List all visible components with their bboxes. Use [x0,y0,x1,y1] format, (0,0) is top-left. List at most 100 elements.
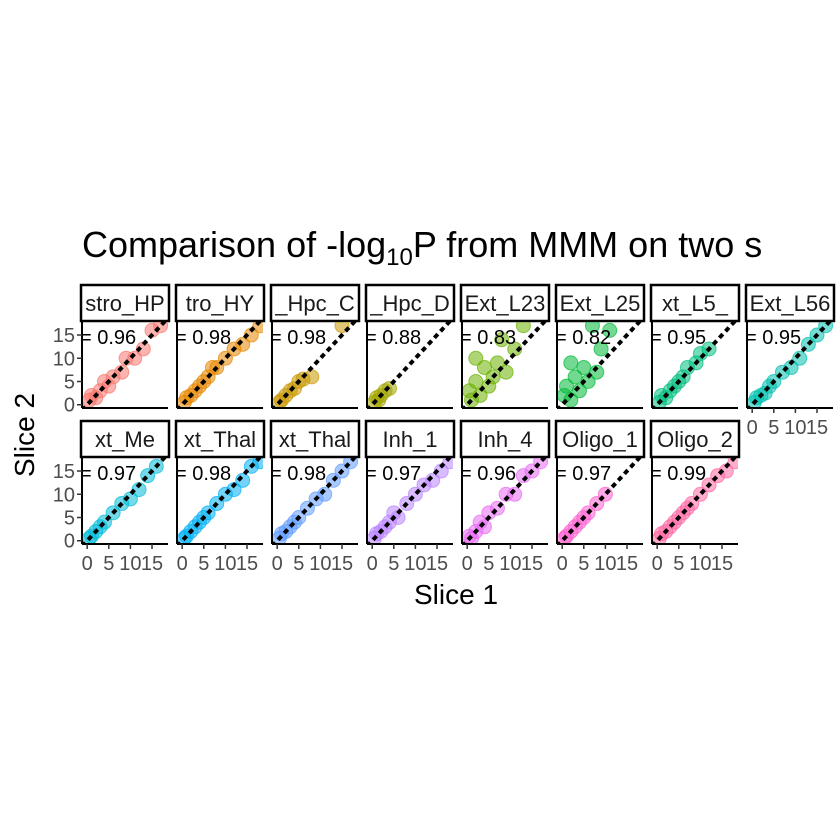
strip: Ext_L23 [465,291,546,316]
x-tick-label: 0 [177,553,188,575]
strip-box [364,283,456,323]
x-axis-label: Slice 1 [414,579,498,610]
x-tick-label: 15 [426,553,448,575]
x-tick-label: 5 [578,553,589,575]
facet: Ext_L56 = 0.95 0 5 10 15 [744,283,836,439]
strip-box [269,419,361,459]
annotation: = 0.98 [175,327,231,349]
strip-label: xt_Thal [279,427,351,452]
x-tick-label: 0 [367,553,378,575]
annotation: = 0.98 [270,327,326,349]
x-tick-label: 10 [214,553,236,575]
reference-line [366,322,452,408]
facet: Inh_4 = 0.96 0 5 10 15 [459,419,551,575]
x-tick-label: 15 [331,553,353,575]
strip-box [79,283,171,323]
facet: xt_Thal = 0.98 0 5 10 15 [174,419,266,575]
annotation: = 0.98 [175,463,231,485]
x-tick-label: 0 [272,553,283,575]
strip-box [79,419,171,459]
annotation: = 0.95 [745,327,801,349]
point [468,350,484,366]
facet: Ext_L23 = 0.83 [459,283,551,409]
strip-label: tro_HY [186,291,255,316]
strip-box [649,419,741,459]
point [476,519,492,535]
panel: = 0.98 [270,322,357,408]
y-tick-label: 0 [64,531,75,553]
point [468,374,484,390]
point [563,355,579,371]
strip-box [174,283,266,323]
reference-line [461,322,547,408]
point [792,350,808,366]
strip: tro_HY [186,291,255,316]
x-tick-label: 5 [483,553,494,575]
facet: xt_L5_ = 0.95 [649,283,741,409]
facet: xt_Thal = 0.98 0 5 10 15 [269,419,361,575]
strip-label: xt_Me [95,427,155,452]
strip-box [459,419,551,459]
point [727,458,738,470]
x-tick-label: 15 [521,553,543,575]
annotation: = 0.97 [80,463,136,485]
strip-box [459,283,551,323]
reference-line [176,322,262,408]
x-tick-label: 10 [499,553,521,575]
x-tick-label: 0 [462,553,473,575]
x-tick-label: 0 [557,553,568,575]
panel: = 0.95 [745,322,833,408]
annotation: = 0.88 [365,327,421,349]
strip-box [364,419,456,459]
reference-line [556,322,642,408]
x-tick-label: 10 [689,553,711,575]
y-tick-label: 5 [64,372,75,394]
strip: xt_Thal [184,427,256,452]
strip-label: Ext_L56 [750,291,831,316]
annotation: = 0.96 [80,327,136,349]
strip-label: xt_Thal [184,427,256,452]
panel: = 0.88 [365,322,452,408]
point [584,322,600,334]
point [602,322,618,338]
x-tick-label: 5 [388,553,399,575]
annotation: = 0.82 [555,327,611,349]
title-part: Comparison of -log [82,224,386,265]
point [317,486,333,502]
x-tick-label: 15 [711,553,733,575]
strip: _Hpc_C [274,291,355,316]
annotation: = 0.83 [460,327,516,349]
panel: = 0.98 [175,322,263,408]
reference-line [176,458,262,544]
x-tick-label: 15 [806,417,828,439]
point [494,332,510,348]
strip: _Hpc_D [369,291,449,316]
point [442,458,453,470]
annotation: = 0.96 [460,463,516,485]
point [235,472,251,488]
x-tick-label: 10 [784,417,806,439]
strip-label: xt_L5_ [662,291,729,316]
panel: = 0.97 [365,458,453,544]
x-tick-label: 10 [404,553,426,575]
x-tick-label: 5 [673,553,684,575]
x-tick-label: 15 [616,553,638,575]
x-tick-label: 0 [82,553,93,575]
strip: Oligo_1 [562,427,638,452]
strip-box [744,283,836,323]
point [576,360,592,376]
panel: = 0.82 [555,322,642,408]
point [252,322,263,334]
strip: Inh_4 [477,427,532,452]
x-tick-label: 10 [309,553,331,575]
x-tick-label: 15 [141,553,163,575]
reference-line [366,458,452,544]
panel: = 0.95 [650,322,737,408]
point [304,369,320,385]
strip-box [554,419,646,459]
y-tick-label: 15 [53,325,75,347]
strip-label: Oligo_1 [562,427,638,452]
panel: = 0.96 [80,322,168,408]
